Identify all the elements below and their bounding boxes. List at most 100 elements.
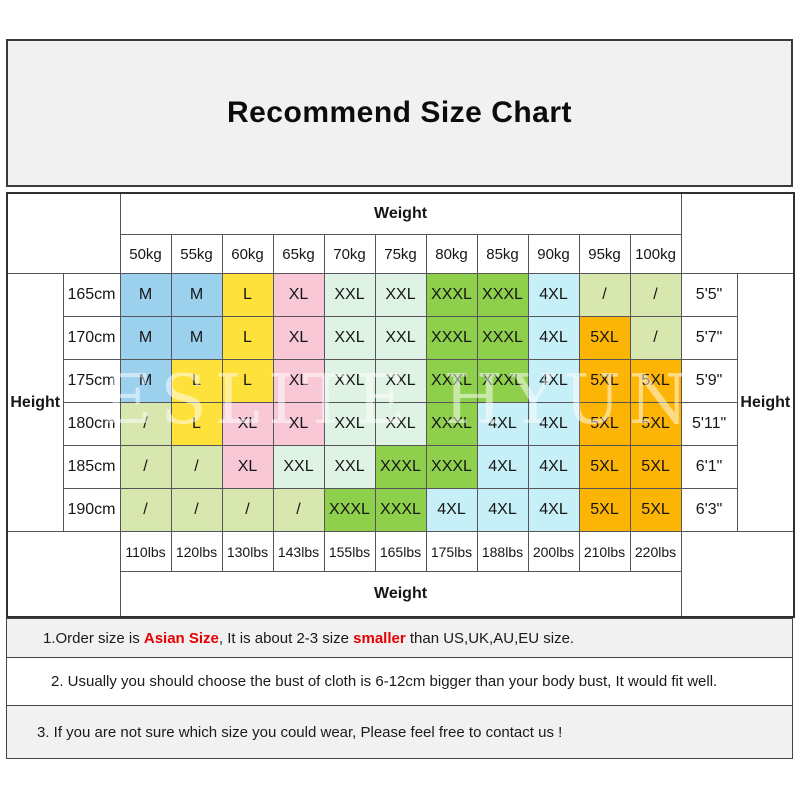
ft-label: 6'1" — [680, 445, 738, 489]
size-cell: XL — [272, 402, 325, 446]
size-cell: / — [119, 488, 172, 532]
size-cell: XL — [272, 273, 325, 317]
lbs-label: 188lbs — [476, 531, 529, 572]
size-cell: XXL — [323, 445, 376, 489]
corner-top-left — [6, 192, 121, 274]
size-cell: XXXL — [374, 445, 427, 489]
size-cell: XXL — [374, 402, 427, 446]
size-cell: M — [170, 316, 223, 360]
size-cell: XXL — [323, 359, 376, 403]
size-cell: / — [578, 273, 631, 317]
kg-label: 60kg — [221, 234, 274, 274]
note-text: 3. If you are not sure which size you co… — [37, 723, 563, 741]
size-cell: L — [221, 316, 274, 360]
size-cell: M — [170, 273, 223, 317]
size-cell: XXXL — [425, 445, 478, 489]
size-cell: / — [629, 316, 682, 360]
lbs-label: 143lbs — [272, 531, 325, 572]
size-cell: 4XL — [527, 402, 580, 446]
cm-label: 180cm — [62, 402, 121, 446]
size-cell: 5XL — [578, 488, 631, 532]
size-cell: / — [221, 488, 274, 532]
size-cell: L — [221, 359, 274, 403]
ft-label: 5'9" — [680, 359, 738, 403]
size-cell: XXXL — [425, 316, 478, 360]
page-title: Recommend Size Chart — [226, 96, 573, 129]
ft-label: 6'3" — [680, 488, 738, 532]
size-cell: 5XL — [578, 359, 631, 403]
size-cell: 4XL — [476, 445, 529, 489]
lbs-label: 175lbs — [425, 531, 478, 572]
height-header-right: Height — [736, 273, 795, 532]
size-cell: 4XL — [476, 402, 529, 446]
size-cell: 4XL — [527, 445, 580, 489]
lbs-label: 110lbs — [119, 531, 172, 572]
kg-label: 70kg — [323, 234, 376, 274]
size-cell: XXXL — [476, 359, 529, 403]
kg-label: 55kg — [170, 234, 223, 274]
lbs-label: 130lbs — [221, 531, 274, 572]
lbs-label: 120lbs — [170, 531, 223, 572]
ft-label: 5'7" — [680, 316, 738, 360]
size-cell: XXXL — [374, 488, 427, 532]
size-cell: 4XL — [527, 359, 580, 403]
corner-bottom-right — [680, 531, 795, 618]
size-cell: 5XL — [629, 402, 682, 446]
note-text: 2. Usually you should choose the bust of… — [51, 673, 718, 690]
size-cell: / — [629, 273, 682, 317]
size-cell: 4XL — [425, 488, 478, 532]
lbs-label: 200lbs — [527, 531, 580, 572]
size-cell: XXL — [374, 316, 427, 360]
size-cell: XXL — [272, 445, 325, 489]
size-cell: 5XL — [629, 488, 682, 532]
kg-label: 95kg — [578, 234, 631, 274]
note-bust-advice: 2. Usually you should choose the bust of… — [6, 657, 793, 706]
size-cell: XXL — [374, 359, 427, 403]
size-cell: 5XL — [578, 402, 631, 446]
corner-bottom-left — [6, 531, 121, 618]
size-cell: M — [119, 359, 172, 403]
size-cell: XXXL — [476, 316, 529, 360]
kg-label: 85kg — [476, 234, 529, 274]
kg-label: 50kg — [119, 234, 172, 274]
ft-label: 5'11" — [680, 402, 738, 446]
cm-label: 175cm — [62, 359, 121, 403]
size-cell: XXXL — [425, 359, 478, 403]
lbs-label: 210lbs — [578, 531, 631, 572]
size-cell: 5XL — [578, 445, 631, 489]
lbs-label: 155lbs — [323, 531, 376, 572]
size-cell: M — [119, 316, 172, 360]
size-cell: 5XL — [578, 316, 631, 360]
cm-label: 165cm — [62, 273, 121, 317]
size-cell: XL — [272, 359, 325, 403]
size-cell: XXXL — [323, 488, 376, 532]
size-cell: XXL — [323, 402, 376, 446]
lbs-label: 220lbs — [629, 531, 682, 572]
size-cell: XXL — [323, 273, 376, 317]
size-cell: XXXL — [425, 402, 478, 446]
kg-label: 80kg — [425, 234, 478, 274]
size-cell: XXXL — [476, 273, 529, 317]
kg-label: 100kg — [629, 234, 682, 274]
size-cell: M — [119, 273, 172, 317]
note-asian-size: 1.Order size is Asian Size, It is about … — [6, 618, 793, 658]
size-cell: XXL — [374, 273, 427, 317]
weight-header-top: Weight — [119, 192, 682, 235]
kg-label: 75kg — [374, 234, 427, 274]
kg-label: 65kg — [272, 234, 325, 274]
weight-header-bottom: Weight — [119, 571, 682, 618]
size-cell: XL — [221, 402, 274, 446]
height-header-left: Height — [6, 273, 64, 532]
size-cell: XXXL — [425, 273, 478, 317]
corner-top-right — [680, 192, 795, 274]
size-cell: L — [170, 402, 223, 446]
size-cell: L — [221, 273, 274, 317]
size-cell: 4XL — [527, 273, 580, 317]
size-cell: L — [170, 359, 223, 403]
size-table-wrap: Weight 50kg 55kg 60kg 65kg 70kg 75kg 80kg 85kg 90… — [6, 192, 796, 618]
size-cell: XL — [272, 316, 325, 360]
size-cell: 5XL — [629, 445, 682, 489]
size-cell: / — [170, 488, 223, 532]
title-box: Recommend Size Chart — [6, 39, 793, 187]
